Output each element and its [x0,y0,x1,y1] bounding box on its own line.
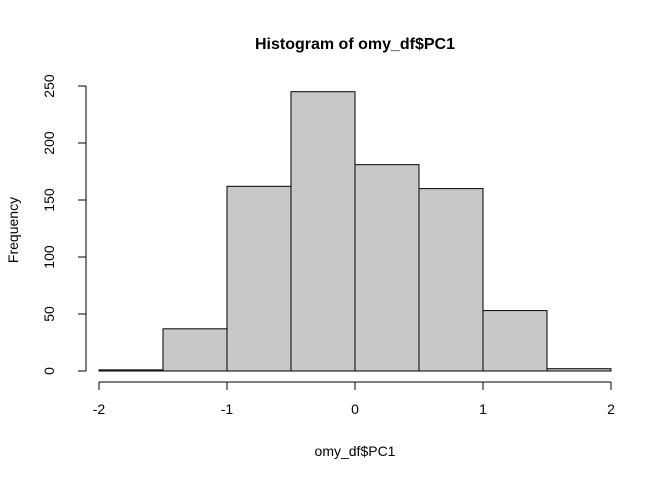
x-tick-label: 0 [351,401,359,417]
y-tick-label: 200 [41,131,57,155]
bars-group [98,91,612,372]
x-axis-label: omy_df$PC1 [315,443,396,459]
histogram-bar [354,164,420,372]
histogram-bar [98,369,164,372]
y-tick-label: 150 [41,188,57,212]
histogram-bar [418,188,484,372]
x-tick-label: 2 [607,401,615,417]
y-tick-label: 250 [41,74,57,98]
y-tick-label: 100 [41,245,57,269]
y-tick-label: 50 [41,306,57,322]
y-axis-label: Frequency [5,197,21,263]
histogram-bar [290,91,356,372]
histogram-bar [482,310,548,372]
x-tick-label: 1 [479,401,487,417]
chart-title: Histogram of omy_df$PC1 [255,36,455,53]
y-axis: 0 50 100 150 200 250 [41,74,87,375]
histogram-bar [226,185,292,372]
y-tick-label: 0 [41,367,57,375]
x-tick-label: -2 [93,401,106,417]
histogram-bar [162,328,228,372]
x-tick-label: -1 [221,401,234,417]
x-axis: -2 -1 0 1 2 [93,381,615,417]
histogram-bar [546,368,612,372]
